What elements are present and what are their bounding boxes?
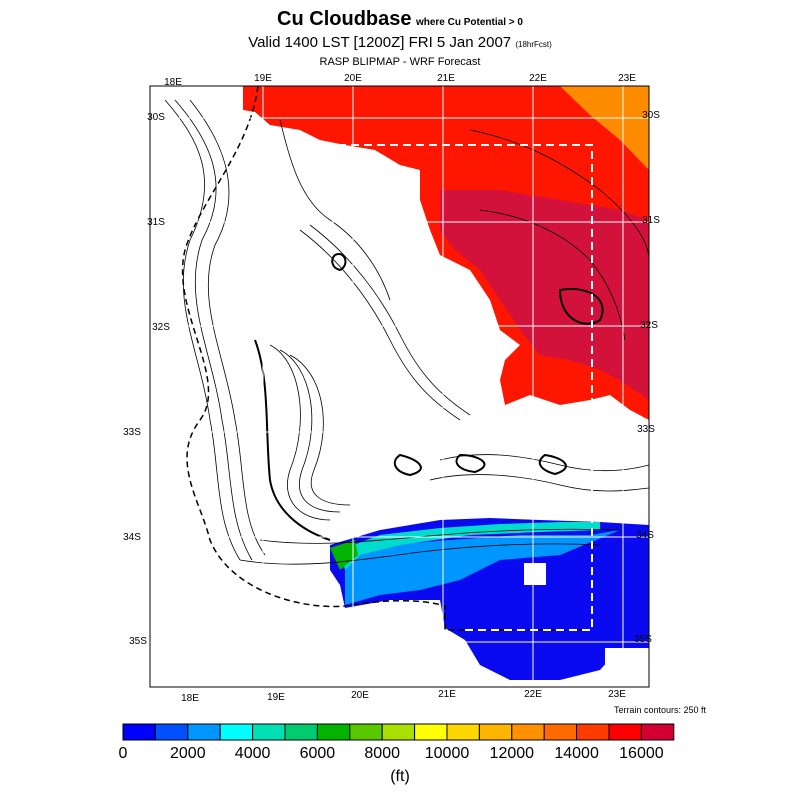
colorbar-cell: [543, 723, 578, 741]
no-data-cell: [524, 563, 546, 585]
latlon-grid: [150, 86, 649, 687]
colorbar-tick-label: 4000: [235, 745, 271, 762]
terrain-contour: [189, 99, 266, 556]
terrain-major-contour: [331, 253, 347, 272]
colorbar-cell: [381, 723, 416, 741]
terrain-major-contour: [558, 288, 604, 325]
colorbar-cell: [608, 723, 642, 741]
terrain-contour: [439, 454, 649, 472]
right-lat-label: 31S: [642, 215, 660, 226]
colorbar-cell: [446, 723, 480, 741]
coastline: [181, 86, 590, 631]
map-frame: [149, 85, 650, 688]
forecast-hour: (18hrFcst): [515, 40, 552, 49]
left-lat-label: 31S: [147, 217, 165, 228]
colorbar-tick-label: 2000: [170, 745, 206, 762]
bottom-lon-label: 18E: [181, 693, 199, 704]
top-lon-label: 21E: [437, 73, 455, 84]
right-lat-label: 35S: [634, 634, 652, 645]
colorbar-tick-label: 12000: [490, 745, 535, 762]
colorbar-tick-label: 14000: [554, 745, 599, 762]
terrain-contour: [259, 528, 621, 544]
colorbar-tick-label: 16000: [619, 745, 664, 762]
cloudbase-lightblue-band: [345, 530, 620, 605]
colorbar-cell: [511, 723, 545, 741]
cloudbase-crimson-region: [440, 190, 649, 400]
title-subtitle: where Cu Potential > 0: [415, 17, 523, 28]
map-field: [150, 86, 649, 687]
right-lat-label: 30S: [642, 110, 660, 121]
terrain-contour: [479, 209, 626, 341]
colorbar-cell: [640, 723, 675, 741]
terrain-major-contour: [455, 453, 486, 474]
map-title: Cu Cloudbase where Cu Potential > 0: [0, 8, 800, 31]
terrain-contour: [289, 354, 351, 506]
inner-domain-box: [325, 144, 593, 631]
terrain-contour: [429, 474, 649, 492]
terrain-contour: [279, 349, 341, 513]
left-lat-label: 30S: [147, 112, 165, 123]
title-main: Cu Cloudbase: [277, 8, 412, 30]
colorbar-cell: [284, 723, 318, 741]
terrain-contour: [279, 119, 391, 301]
colorbar-cell: [154, 723, 189, 741]
terrain-contour-note: Terrain contours: 250 ft: [613, 705, 706, 715]
top-lon-label: 19E: [254, 73, 272, 84]
colorbar-tick-labels: 0 2000 4000 6000 8000 10000 12000 14000 16000: [119, 745, 664, 762]
left-lat-label: 33S: [123, 427, 141, 438]
top-lon-label: 20E: [344, 73, 362, 84]
colorbar-tick-label: 0: [119, 745, 128, 762]
top-lon-label: 18E: [164, 77, 182, 88]
right-lat-label: 34S: [636, 530, 654, 541]
right-lat-label: 32S: [640, 320, 658, 331]
colorbar-cell: [122, 723, 156, 741]
colorbar-cell: [349, 723, 383, 741]
valid-line: Valid 1400 LST [1200Z] FRI 5 Jan 2007 (1…: [0, 34, 800, 51]
terrain-contour: [269, 344, 331, 521]
cloudbase-orange-patch: [560, 86, 649, 170]
colorbar-cell: [187, 723, 221, 741]
left-lat-label: 32S: [152, 322, 170, 333]
terrain-contour: [299, 229, 461, 421]
colorbar-tick-label: 8000: [364, 745, 400, 762]
colorbar-cell: [252, 723, 286, 741]
left-lat-label: 35S: [129, 636, 147, 647]
top-lon-label: 23E: [618, 73, 636, 84]
terrain-contour: [469, 129, 649, 261]
colorbar-tick-label: 6000: [300, 745, 336, 762]
terrain-major-contour: [538, 453, 567, 476]
terrain-contour: [239, 543, 601, 565]
left-lat-label: 34S: [123, 532, 141, 543]
colorbar-cell: [478, 723, 513, 741]
bottom-lon-label: 19E: [267, 692, 285, 703]
top-lon-label: 22E: [529, 73, 547, 84]
valid-time: Valid 1400 LST [1200Z] FRI 5 Jan 2007: [248, 34, 512, 51]
colorbar-cell: [316, 723, 351, 741]
colorbar-cell: [414, 723, 448, 741]
map-axis-labels: 18E 19E 20E 21E 22E 23E 18E 19E 20E 21E …: [123, 73, 660, 704]
colorbar-unit: (ft): [390, 768, 410, 785]
colorbar-tick-label: 10000: [425, 745, 470, 762]
bottom-lon-label: 21E: [438, 689, 456, 700]
colorbar-cell: [576, 723, 610, 741]
bottom-lon-label: 23E: [608, 689, 626, 700]
right-lat-label: 33S: [637, 424, 655, 435]
cloudbase-cyan-band: [340, 522, 600, 570]
bottom-lon-label: 22E: [524, 689, 542, 700]
model-line: RASP BLIPMAP - WRF Forecast: [319, 56, 481, 68]
terrain-major-contour: [393, 453, 422, 477]
bottom-lon-label: 20E: [351, 690, 369, 701]
colorbar-cell: [219, 723, 254, 741]
no-data-corner: [605, 648, 649, 678]
colorbar-cells: [122, 723, 675, 741]
